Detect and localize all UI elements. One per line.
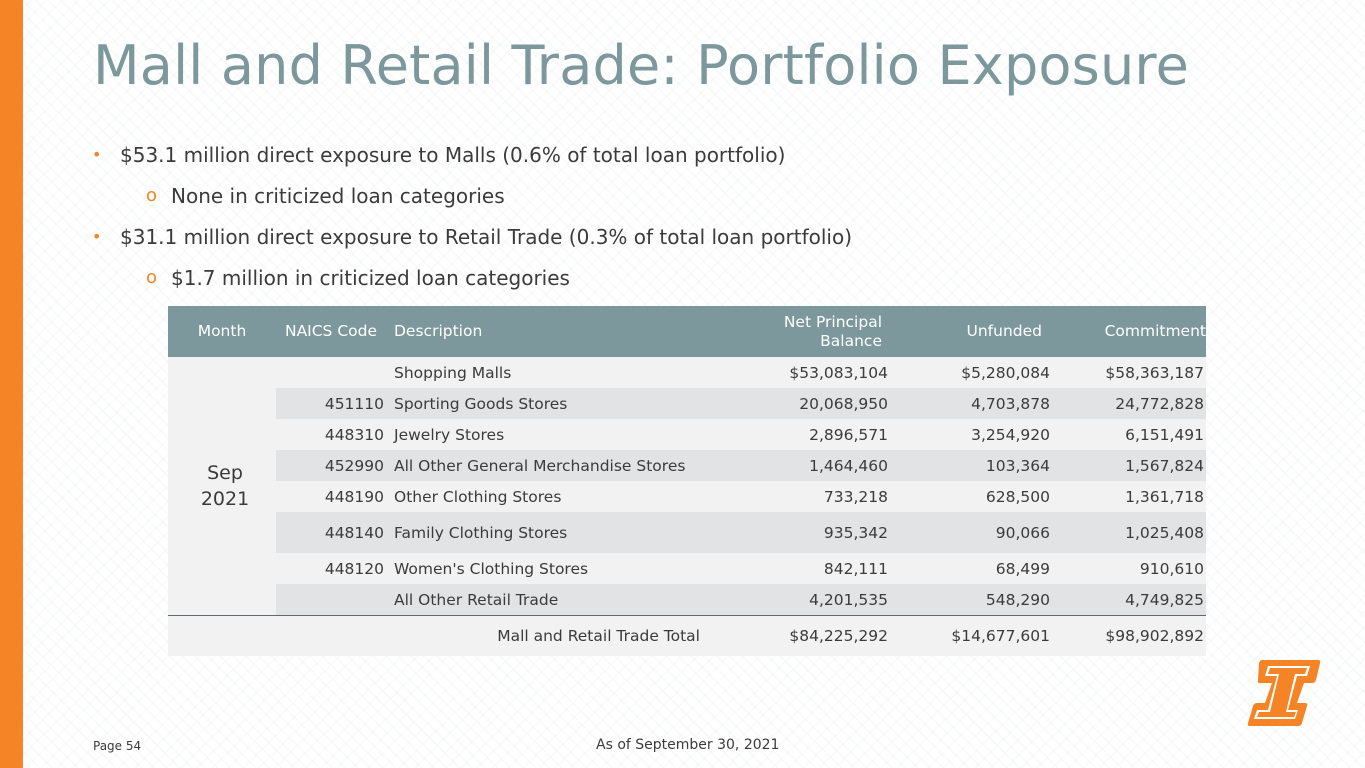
description-cell: Other Clothing Stores [386,481,704,512]
unfunded-cell: 103,364 [890,450,1052,481]
commitment-cell: 1,361,718 [1052,481,1206,512]
description-cell: Jewelry Stores [386,419,704,450]
page-title: Mall and Retail Trade: Portfolio Exposur… [93,34,1190,97]
month-line1: Sep [207,462,243,484]
unfunded-cell: 628,500 [890,481,1052,512]
commitment-cell: $58,363,187 [1052,357,1206,388]
net-principal-cell: $53,083,104 [704,357,890,388]
table-row: 448190 Other Clothing Stores 733,218 628… [168,481,1206,512]
naics-cell: 448190 [276,481,386,512]
unfunded-cell: 68,499 [890,553,1052,584]
month-line2: 2021 [200,488,250,510]
description-cell: Women's Clothing Stores [386,553,704,584]
total-net-principal-cell: $84,225,292 [704,615,890,656]
bullet-marker: • [92,145,102,164]
unfunded-cell: 548,290 [890,584,1052,616]
commitment-cell: 4,749,825 [1052,584,1206,616]
naics-cell: 448310 [276,419,386,450]
commitment-cell: 910,610 [1052,553,1206,584]
sub-bullet-item: o $1.7 million in criticized loan catego… [92,263,1292,304]
unfunded-cell: 4,703,878 [890,388,1052,419]
naics-cell [276,584,386,616]
naics-cell: 452990 [276,450,386,481]
total-unfunded-cell: $14,677,601 [890,615,1052,656]
header-month: Month [168,306,276,357]
bullet-text: $53.1 million direct exposure to Malls (… [120,143,786,167]
unfunded-cell: 3,254,920 [890,419,1052,450]
net-principal-cell: 842,111 [704,553,890,584]
company-logo [1247,660,1321,726]
bullet-text: $31.1 million direct exposure to Retail … [120,225,853,249]
header-net-principal-balance: Net Principal Balance [704,306,890,357]
header-commitment: Commitment [1052,306,1206,357]
commitment-cell: 1,025,408 [1052,512,1206,553]
as-of-date: As of September 30, 2021 [596,737,780,753]
description-cell: Family Clothing Stores [386,512,704,553]
table-row: 452990 All Other General Merchandise Sto… [168,450,1206,481]
exposure-table: Month NAICS Code Description Net Princip… [168,306,1206,656]
description-cell: Shopping Malls [386,357,704,388]
header-unfunded: Unfunded [890,306,1052,357]
header-description: Description [386,306,704,357]
net-principal-cell: 1,464,460 [704,450,890,481]
bullet-item: • $31.1 million direct exposure to Retai… [92,222,1292,263]
bullet-list: • $53.1 million direct exposure to Malls… [92,140,1292,304]
naics-cell: 451110 [276,388,386,419]
table-row: All Other Retail Trade 4,201,535 548,290… [168,584,1206,616]
net-principal-cell: 20,068,950 [704,388,890,419]
description-cell: All Other General Merchandise Stores [386,450,704,481]
table-row: 448120 Women's Clothing Stores 842,111 6… [168,553,1206,584]
description-cell: All Other Retail Trade [386,584,704,616]
header-net-principal-line2: Balance [820,331,882,350]
commitment-cell: 6,151,491 [1052,419,1206,450]
net-principal-cell: 935,342 [704,512,890,553]
sub-bullet-item: o None in criticized loan categories [92,181,1292,222]
page-number: Page 54 [93,739,142,753]
naics-cell: 448140 [276,512,386,553]
unfunded-cell: 90,066 [890,512,1052,553]
month-cell: Sep 2021 [168,357,276,616]
net-principal-cell: 4,201,535 [704,584,890,616]
sub-bullet-text: $1.7 million in criticized loan categori… [171,266,570,290]
header-net-principal-line1: Net Principal [783,312,882,331]
sub-bullet-marker: o [146,185,158,206]
table-row: Sep 2021 Shopping Malls $53,083,104 $5,2… [168,357,1206,616]
table-row: 448140 Family Clothing Stores 935,342 90… [168,512,1206,553]
orange-side-bar [0,0,23,768]
bullet-marker: • [92,227,102,246]
naics-cell: 448120 [276,553,386,584]
net-principal-cell: 2,896,571 [704,419,890,450]
total-commitment-cell: $98,902,892 [1052,615,1206,656]
commitment-cell: 1,567,824 [1052,450,1206,481]
net-principal-cell: 733,218 [704,481,890,512]
sub-bullet-marker: o [146,267,158,288]
bullet-item: • $53.1 million direct exposure to Malls… [92,140,1292,181]
table-row: 448310 Jewelry Stores 2,896,571 3,254,92… [168,419,1206,450]
sub-bullet-text: None in criticized loan categories [171,184,505,208]
header-naics-code: NAICS Code [276,306,386,357]
commitment-cell: 24,772,828 [1052,388,1206,419]
unfunded-cell: $5,280,084 [890,357,1052,388]
description-cell: Sporting Goods Stores [386,388,704,419]
table-row: 451110 Sporting Goods Stores 20,068,950 … [168,388,1206,419]
table-header-row: Month NAICS Code Description Net Princip… [168,306,1206,357]
table-total-row: Mall and Retail Trade Total $84,225,292 … [168,615,1206,656]
total-label-cell: Mall and Retail Trade Total [168,615,704,656]
naics-cell [276,357,386,388]
